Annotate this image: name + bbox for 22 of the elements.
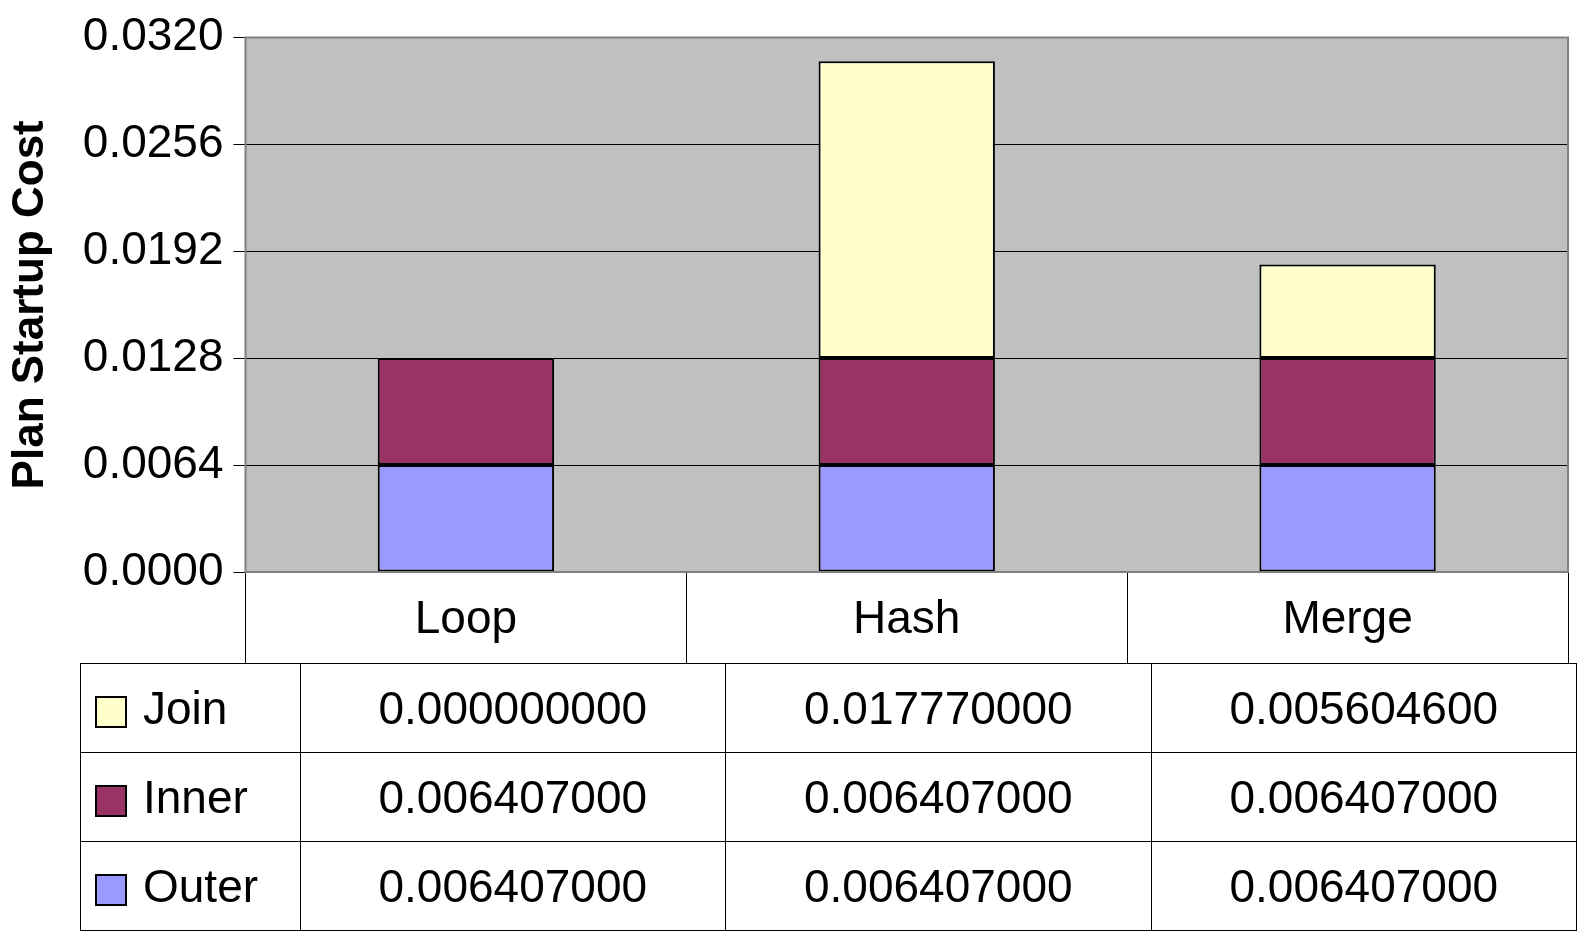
legend-label: Inner xyxy=(143,771,248,823)
data-label: 0.006407000 xyxy=(725,841,1151,931)
y-axis-title: Plan Startup Cost xyxy=(2,119,52,490)
legend-label: Outer xyxy=(143,860,259,912)
y-tick-label: 0.0064 xyxy=(82,435,224,488)
data-label: 0.006407000 xyxy=(1151,752,1577,842)
data-label: 0.005604600 xyxy=(1151,663,1577,753)
y-tick-label: 0.0000 xyxy=(82,542,224,595)
data-label: 0.006407000 xyxy=(300,752,726,842)
y-tick-label: 0.0192 xyxy=(82,222,224,275)
y-tick-label: 0.0128 xyxy=(82,328,224,381)
y-tick-label: 0.0320 xyxy=(82,8,224,61)
x-tick-label: Merge xyxy=(1282,591,1413,644)
x-tick-label: Hash xyxy=(853,591,961,644)
data-label: 0.006407000 xyxy=(300,841,726,931)
data-label: 0.006407000 xyxy=(725,752,1151,842)
data-label: 0.000000000 xyxy=(300,663,726,753)
x-tick-label: Loop xyxy=(414,591,518,644)
data-label: 0.017770000 xyxy=(725,663,1151,753)
data-label: 0.006407000 xyxy=(1151,841,1577,931)
legend-label: Join xyxy=(143,682,228,734)
y-tick-label: 0.0256 xyxy=(82,115,224,168)
